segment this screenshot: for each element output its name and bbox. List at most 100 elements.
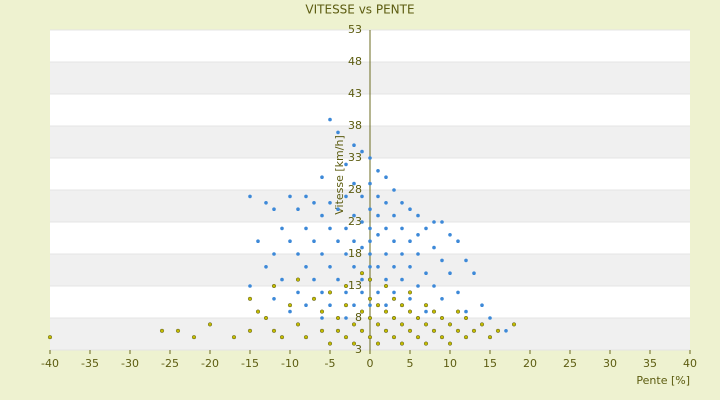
point — [352, 181, 356, 186]
point — [359, 271, 365, 276]
x-tick-label: 40 — [683, 357, 697, 370]
point — [416, 233, 420, 237]
y-tick-label: 8 — [355, 311, 362, 324]
point — [447, 322, 453, 327]
point — [360, 245, 364, 250]
point — [336, 207, 340, 211]
point — [408, 265, 412, 269]
point — [352, 265, 356, 269]
point — [400, 226, 404, 231]
x-tick-label: -5 — [325, 357, 336, 370]
point — [287, 303, 293, 308]
point — [383, 309, 389, 314]
point — [392, 213, 396, 218]
x-tick-label: 0 — [367, 357, 374, 370]
point — [352, 213, 356, 218]
point — [424, 309, 428, 314]
point — [479, 322, 485, 327]
point — [352, 303, 356, 308]
point — [272, 297, 276, 301]
point — [448, 271, 452, 276]
point — [248, 284, 252, 288]
point — [175, 328, 181, 333]
point — [415, 335, 421, 340]
point — [384, 226, 388, 231]
point — [312, 239, 316, 243]
x-tick-label: -35 — [81, 357, 99, 370]
point — [368, 239, 372, 243]
point — [383, 328, 389, 333]
point — [288, 194, 292, 199]
point — [464, 258, 468, 263]
point — [440, 258, 444, 263]
point — [296, 207, 300, 211]
y-tick-label: 28 — [348, 183, 362, 196]
point — [304, 265, 308, 269]
point — [360, 220, 364, 224]
point — [335, 328, 341, 333]
point — [248, 194, 252, 199]
point — [392, 265, 396, 269]
point — [320, 316, 324, 320]
point — [368, 226, 372, 231]
y-tick-label: 13 — [348, 279, 362, 292]
point — [391, 335, 397, 340]
point — [416, 213, 420, 218]
point — [376, 233, 380, 237]
point — [400, 201, 404, 205]
point — [399, 303, 405, 308]
point — [376, 265, 380, 269]
point — [455, 328, 461, 333]
point — [432, 245, 436, 250]
point — [344, 316, 348, 320]
point — [384, 201, 388, 205]
point — [432, 220, 436, 224]
point — [335, 315, 341, 321]
point — [384, 277, 388, 282]
point — [319, 328, 325, 333]
x-tick-label: 10 — [443, 357, 457, 370]
point — [367, 315, 373, 321]
point — [375, 341, 381, 346]
point — [448, 233, 452, 237]
point — [407, 309, 413, 314]
point — [352, 239, 356, 243]
point — [456, 239, 460, 243]
x-tick-label: -15 — [241, 357, 259, 370]
point — [327, 341, 333, 346]
point — [424, 226, 428, 231]
x-tick-label: -25 — [161, 357, 179, 370]
point — [288, 239, 292, 243]
point — [159, 328, 165, 333]
x-tick-label: 20 — [523, 357, 537, 370]
point — [327, 290, 333, 295]
point — [391, 296, 397, 301]
point — [231, 335, 237, 340]
point — [423, 341, 429, 346]
x-tick-label: 25 — [563, 357, 577, 370]
point — [343, 283, 349, 289]
point — [351, 322, 357, 327]
point — [264, 201, 268, 205]
point — [328, 117, 332, 122]
x-tick-label: -20 — [201, 357, 219, 370]
point — [415, 315, 421, 321]
x-tick-label: 35 — [643, 357, 657, 370]
y-tick-label: 33 — [348, 151, 362, 164]
point — [368, 207, 372, 211]
point — [296, 252, 300, 256]
point — [255, 309, 261, 314]
point — [424, 271, 428, 276]
y-tick-label: 23 — [348, 215, 362, 228]
point — [352, 143, 356, 147]
point — [279, 335, 285, 340]
point — [407, 328, 413, 333]
point — [511, 322, 517, 327]
point — [336, 130, 340, 135]
x-tick-label: -10 — [281, 357, 299, 370]
point — [439, 315, 445, 321]
point — [359, 328, 365, 333]
point — [392, 188, 396, 192]
point — [319, 309, 325, 314]
y-axis-label: Vitesse [km/h] — [333, 135, 346, 215]
